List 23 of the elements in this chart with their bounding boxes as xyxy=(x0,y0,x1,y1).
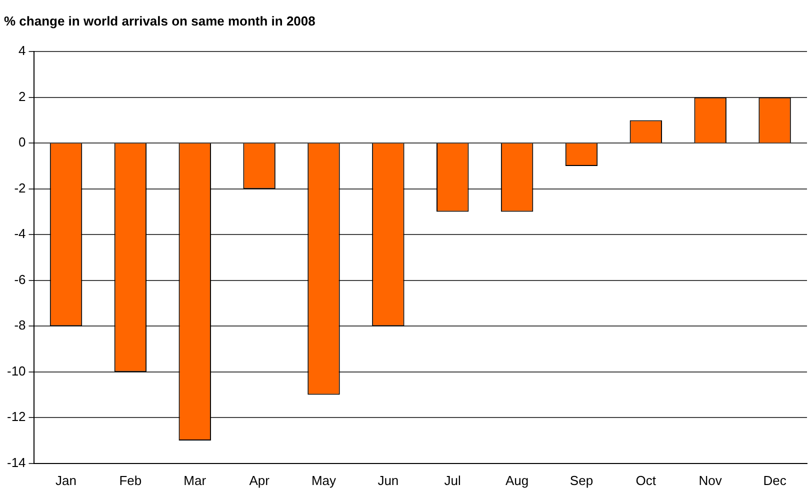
x-tick-label: Apr xyxy=(249,472,270,488)
x-tick-label: Aug xyxy=(505,472,529,488)
y-tick-label: -8 xyxy=(14,318,26,333)
x-tick-label: Sep xyxy=(570,472,594,488)
x-tick-label: May xyxy=(311,472,337,488)
x-tick-label: Feb xyxy=(119,472,142,488)
y-tick-label: 4 xyxy=(18,43,26,58)
y-tick-label: 2 xyxy=(18,88,26,104)
x-tick-label: Dec xyxy=(763,472,787,488)
y-tick-label: 0 xyxy=(18,134,26,150)
y-tick-label: -6 xyxy=(14,272,26,287)
x-tick-label: Oct xyxy=(636,472,656,488)
x-tick-label: Mar xyxy=(184,472,207,488)
x-tick-label: Jun xyxy=(378,472,399,488)
x-tick-label: Nov xyxy=(698,472,722,488)
y-tick-label: -12 xyxy=(6,409,26,424)
y-tick-label: -10 xyxy=(6,363,26,378)
x-tick-label: Jan xyxy=(56,472,76,488)
chart-title: % change in world arrivals on same month in 2008 xyxy=(4,13,316,28)
y-tick-label: -2 xyxy=(14,180,26,196)
x-tick-label: Jul xyxy=(444,472,462,488)
y-tick-label: -14 xyxy=(6,454,26,470)
y-tick-label: -4 xyxy=(14,226,26,242)
